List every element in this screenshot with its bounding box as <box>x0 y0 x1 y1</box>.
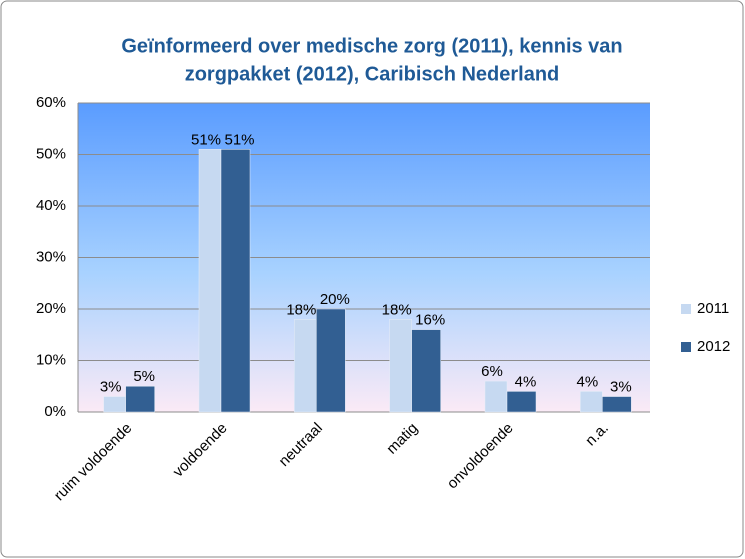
data-label: 6% <box>481 363 503 380</box>
bar <box>125 386 155 413</box>
legend-swatch <box>681 304 691 314</box>
legend-swatch <box>681 342 691 352</box>
data-label: 3% <box>100 379 122 396</box>
data-label: 4% <box>576 373 598 390</box>
y-tick-label: 20% <box>36 300 66 317</box>
y-tick-label: 30% <box>36 248 66 265</box>
data-label: 4% <box>515 373 537 390</box>
y-tick-label: 10% <box>36 351 66 368</box>
bar <box>316 308 346 413</box>
bar <box>580 391 603 413</box>
bar <box>484 380 508 413</box>
y-tick-label: 0% <box>44 403 66 420</box>
data-label: 3% <box>610 379 632 396</box>
bar <box>103 396 126 413</box>
bar <box>220 149 251 413</box>
data-label: 18% <box>286 301 316 318</box>
legend-label: 2011 <box>697 300 729 317</box>
chart-title: Geïnformeerd over medische zorg (2011), … <box>121 35 622 57</box>
data-label: 51% <box>224 131 254 148</box>
data-label: 16% <box>415 312 445 329</box>
bar <box>411 329 441 413</box>
bar <box>198 149 222 413</box>
data-label: 18% <box>382 301 412 318</box>
legend-label: 2012 <box>697 338 730 355</box>
y-tick-label: 60% <box>36 94 66 111</box>
bar <box>294 319 317 413</box>
y-tick-label: 40% <box>36 197 66 214</box>
chart-title: zorgpakket (2012), Caribisch Nederland <box>185 63 560 85</box>
data-label: 51% <box>191 131 221 148</box>
data-label: 20% <box>320 291 350 308</box>
data-label: 5% <box>133 368 155 385</box>
bar <box>389 319 412 413</box>
y-tick-label: 50% <box>36 145 66 162</box>
bar <box>602 396 632 413</box>
bar <box>506 391 537 413</box>
